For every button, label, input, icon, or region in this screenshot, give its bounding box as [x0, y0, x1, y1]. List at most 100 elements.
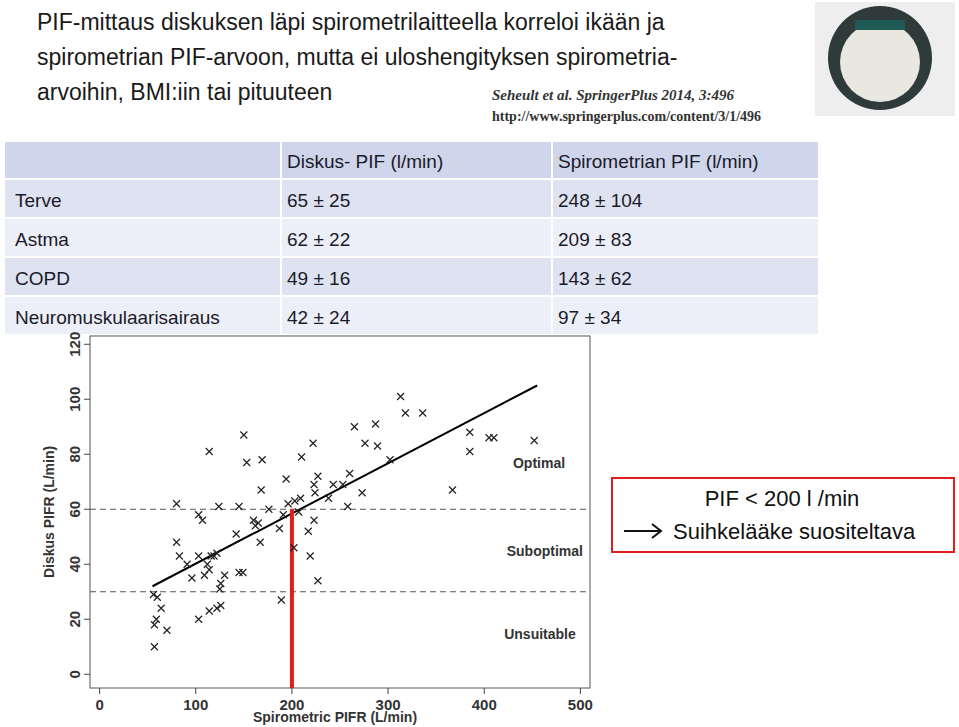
table-cell-text: COPD [15, 268, 70, 289]
y-tick [84, 454, 90, 455]
point [339, 481, 346, 488]
plot-frame [90, 336, 590, 688]
point [310, 440, 317, 447]
point [258, 487, 265, 494]
point [297, 495, 304, 502]
point [151, 621, 158, 628]
table-cell-text: 62 ± 22 [287, 229, 350, 250]
y-tick-label: 100 [66, 387, 83, 412]
point [173, 500, 180, 507]
y-tick [84, 509, 90, 510]
table-cell [5, 142, 280, 178]
table-cell-text: Astma [15, 229, 69, 250]
point [305, 528, 312, 535]
annotation: Optimal [513, 455, 565, 471]
point [213, 550, 220, 557]
reference-line [90, 591, 590, 592]
point [278, 597, 285, 604]
point [236, 503, 243, 510]
x-axis-label: Spirometric PIFR (L/min) [253, 709, 417, 725]
point [151, 643, 158, 650]
point [346, 470, 353, 477]
point [259, 456, 266, 463]
point [298, 454, 305, 461]
table-cell [553, 258, 818, 295]
inhaler-label [840, 22, 920, 102]
point [295, 509, 302, 516]
y-tick-label: 20 [66, 611, 83, 628]
point [312, 489, 319, 496]
point [387, 456, 394, 463]
y-tick [84, 399, 90, 400]
reference-line [90, 509, 590, 510]
table-cell-text: 248 ± 104 [558, 190, 643, 211]
y-tick-label: 120 [66, 332, 83, 357]
point [158, 605, 165, 612]
point [154, 594, 161, 601]
point [153, 616, 160, 623]
x-tick [580, 688, 581, 694]
table-cell-text: 209 ± 83 [558, 229, 632, 250]
point [285, 500, 292, 507]
table-cell [553, 180, 818, 217]
point [466, 429, 473, 436]
y-tick-label: 80 [66, 446, 83, 463]
point [195, 511, 202, 518]
point [362, 440, 369, 447]
inhaler-band [855, 20, 905, 30]
line [290, 509, 294, 688]
x-tick [291, 688, 292, 694]
point [239, 569, 246, 576]
point [163, 627, 170, 634]
annotation: Suboptimal [507, 543, 583, 559]
table-cell [5, 258, 280, 295]
table-cell [553, 297, 818, 334]
chart-background [60, 336, 642, 727]
point [276, 525, 283, 532]
slide: PIF-mittaus diskuksen läpi spirometrilai… [0, 0, 959, 727]
point [184, 561, 191, 568]
point [466, 448, 473, 455]
x-tick [99, 688, 100, 694]
point [419, 410, 426, 417]
table-cell-text: 97 ± 34 [558, 307, 622, 328]
x-tick [195, 688, 196, 694]
y-tick [84, 619, 90, 620]
point [206, 608, 213, 615]
x-tick-label: 100 [183, 696, 208, 713]
y-tick-label: 40 [66, 556, 83, 573]
table-cell [553, 219, 818, 256]
point [257, 539, 264, 546]
point [236, 569, 243, 576]
point [351, 423, 358, 430]
point [215, 503, 222, 510]
point [243, 459, 250, 466]
point [217, 580, 224, 587]
callout-text: PIF < 200 l /min [705, 486, 860, 511]
point [314, 473, 321, 480]
point [307, 553, 314, 560]
point [283, 476, 290, 483]
table-cell-text: Neuromuskulaarisairaus [15, 307, 220, 328]
point [213, 605, 220, 612]
point [255, 520, 262, 527]
y-tick [84, 344, 90, 345]
title-line: PIF-mittaus diskuksen läpi spirometrilai… [37, 9, 665, 35]
table-cell [5, 219, 280, 256]
point [359, 489, 366, 496]
x-tick-label: 400 [472, 696, 497, 713]
point [280, 511, 287, 518]
table-cell [5, 180, 280, 217]
point [206, 448, 213, 455]
title-line: arvoihin, BMI:iin tai pituuteen [37, 79, 332, 105]
point [150, 591, 157, 598]
point [397, 393, 404, 400]
table-cell-text: 65 ± 25 [287, 190, 350, 211]
x-tick-label: 0 [95, 696, 103, 713]
point [449, 487, 456, 494]
line [153, 386, 538, 587]
point [344, 503, 351, 510]
title-line: spirometrian PIF-arvoon, mutta ei uloshe… [37, 44, 677, 70]
x-tick-label: 500 [568, 696, 593, 713]
y-tick [84, 674, 90, 675]
